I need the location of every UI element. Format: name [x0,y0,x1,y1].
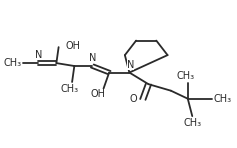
Text: CH₃: CH₃ [177,71,195,81]
Text: N: N [127,59,134,70]
Text: CH₃: CH₃ [3,58,22,68]
Text: N: N [35,50,42,60]
Text: CH₃: CH₃ [183,118,201,128]
Text: CH₃: CH₃ [214,94,232,104]
Text: N: N [89,53,96,63]
Text: OH: OH [65,41,80,51]
Text: O: O [130,94,137,104]
Text: OH: OH [91,89,105,99]
Text: CH₃: CH₃ [61,83,79,94]
